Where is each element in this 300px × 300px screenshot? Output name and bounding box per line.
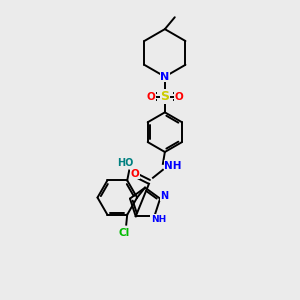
Text: HO: HO bbox=[117, 158, 134, 168]
Text: NH: NH bbox=[151, 215, 166, 224]
Text: O: O bbox=[174, 92, 183, 101]
Text: O: O bbox=[131, 169, 140, 179]
Text: Cl: Cl bbox=[118, 227, 130, 238]
Text: O: O bbox=[147, 92, 155, 101]
Text: N: N bbox=[160, 72, 170, 82]
Text: S: S bbox=[160, 90, 169, 103]
Text: NH: NH bbox=[164, 161, 182, 171]
Text: N: N bbox=[160, 190, 168, 201]
